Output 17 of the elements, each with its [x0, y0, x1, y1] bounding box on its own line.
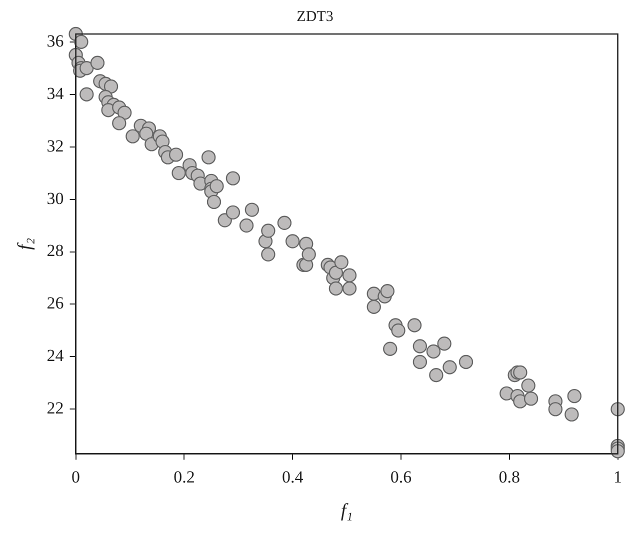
y-tick-label: 26	[46, 294, 64, 313]
chart-title: ZDT3	[296, 8, 334, 25]
x-tick-label: 0.4	[282, 467, 304, 486]
y-tick-label: 34	[46, 84, 64, 103]
x-tick-label: 0	[72, 467, 80, 486]
y-tick-label: 30	[46, 188, 64, 208]
x-tick-label: 0.2	[174, 467, 195, 486]
y-tick-label: 28	[46, 241, 64, 260]
y-tick-label: 36	[46, 31, 64, 50]
y-axis-title: f₂	[14, 238, 36, 250]
y-tick-label: 32	[46, 136, 64, 156]
x-tick-label: 0.8	[498, 467, 520, 486]
y-tick-label: 22	[46, 398, 64, 418]
x-tick-label: 0.6	[390, 467, 412, 486]
y-tick-label: 24	[46, 346, 64, 366]
x-tick-label: 1	[614, 467, 622, 486]
x-axis-title: f₁	[340, 500, 353, 522]
